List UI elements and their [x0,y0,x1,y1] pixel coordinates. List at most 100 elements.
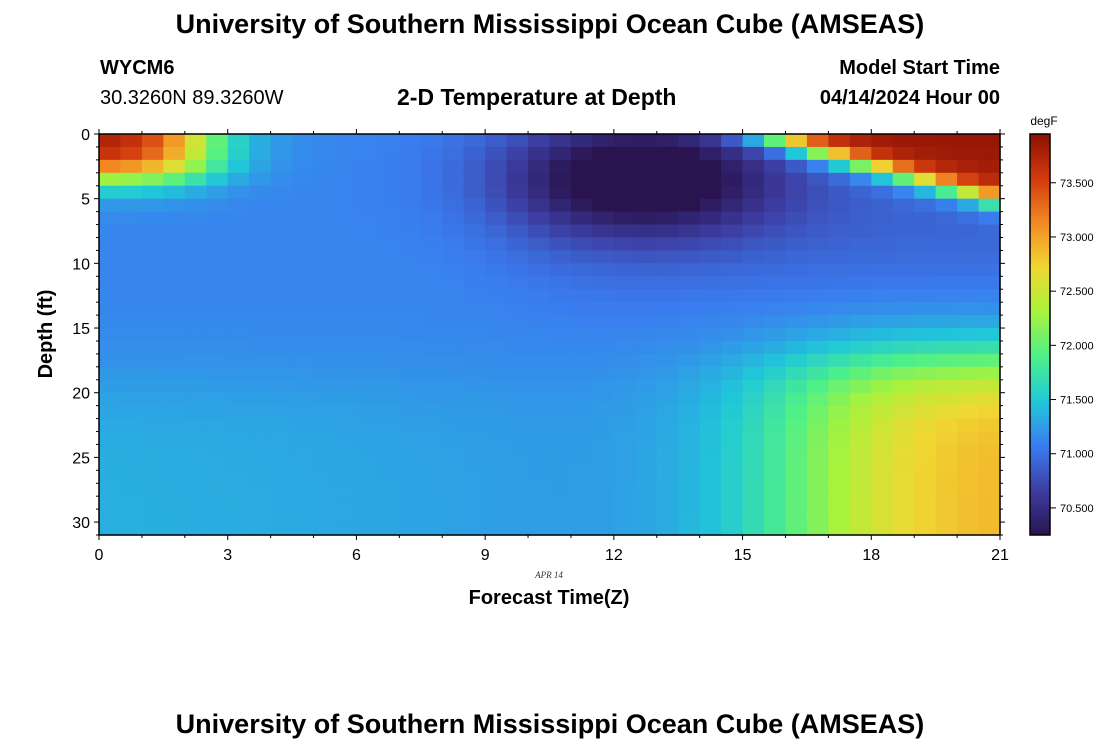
heatmap-cell [206,211,229,226]
heatmap-cell [914,496,937,510]
heatmap-cell [485,444,508,458]
heatmap-cell [506,315,529,329]
heatmap-cell [892,340,915,355]
heatmap-cell [570,134,594,148]
heatmap-cell [828,457,851,471]
heatmap-cell [506,198,529,213]
heatmap-cell [978,315,1001,329]
footer-title: University of Southern Mississippi Ocean… [175,709,925,739]
heatmap-cell [99,522,122,536]
heatmap-cell [184,146,207,161]
heatmap-cell [678,315,701,329]
heatmap-cell [764,405,787,420]
heatmap-cell [721,457,744,471]
heatmap-cell [442,379,465,394]
heatmap-cell [742,522,765,536]
heatmap-cell [120,379,143,394]
heatmap-cell [442,366,465,381]
heatmap-cell [184,340,207,355]
heatmap-cell [592,237,615,252]
heatmap-cell [420,276,443,290]
heatmap-cell [356,146,379,161]
heatmap-cell [978,353,1001,368]
heatmap-cell [742,146,765,161]
heatmap-cell [721,315,744,329]
heatmap-cell [377,315,400,329]
heatmap-cell [678,366,701,381]
heatmap-cell [270,392,293,407]
heatmap-cell [99,198,122,213]
heatmap-cell [785,496,808,510]
heatmap-cell [678,496,701,510]
heatmap-cell [506,185,529,200]
colorbar-tick-label: 73.000 [1060,232,1094,244]
heatmap-cell [978,444,1001,458]
heatmap-cell [635,470,658,484]
heatmap-cell [442,328,465,342]
heatmap-cell [206,392,229,407]
heatmap-cell [935,457,958,471]
heatmap-cell [742,302,765,316]
heatmap-cell [699,198,722,213]
heatmap-cell [184,522,207,536]
heatmap-cell [206,224,229,239]
heatmap-cell [313,353,336,368]
heatmap-cell [785,392,808,407]
heatmap-cell [656,457,679,471]
heatmap-cell [613,496,636,510]
heatmap-cell [506,172,529,187]
heatmap-cell [914,211,937,226]
heatmap-cell [549,431,572,446]
heatmap-cell [206,418,229,433]
heatmap-cell [485,237,508,252]
heatmap-cell [227,483,250,497]
heatmap-cell [163,431,186,446]
heatmap-cell [656,211,679,226]
heatmap-cell [849,405,872,420]
heatmap-cell [678,237,701,252]
heatmap-cell [528,198,551,213]
heatmap-cell [99,431,122,446]
heatmap-cell [613,146,636,161]
x-tick-label: 21 [991,547,1009,564]
heatmap-cell [377,134,400,148]
heatmap-cell [935,172,958,187]
heatmap-cell [399,340,422,355]
heatmap-cell [313,302,336,316]
heatmap-cell [334,198,358,213]
heatmap-cell [377,496,400,510]
colorbar-unit: degF [1030,114,1057,128]
heatmap-cell [764,522,787,536]
heatmap-cell [206,263,229,277]
heatmap-cell [184,328,207,342]
heatmap-cell [313,134,336,148]
heatmap-cell [764,211,787,226]
heatmap-cell [978,211,1001,226]
heatmap-cell [249,211,272,226]
heatmap-cell [292,211,315,226]
heatmap-cell [635,302,658,316]
heatmap-cell [141,483,164,497]
heatmap-cell [656,159,679,174]
heatmap-cell [227,366,250,381]
heatmap-cell [549,302,572,316]
heatmap-cell [742,444,765,458]
heatmap-cell [721,340,744,355]
heatmap-cell [292,198,315,213]
heatmap-cell [678,211,701,226]
heatmap-cell [334,134,358,148]
heatmap-cell [871,392,894,407]
heatmap-cell [442,392,465,407]
heatmap-cell [420,366,443,381]
heatmap-cell [849,315,872,329]
heatmap-cell [99,353,122,368]
heatmap-cell [356,431,379,446]
heatmap-cell [613,431,636,446]
heatmap-cell [957,159,980,174]
heatmap-cell [957,379,980,394]
heatmap-cell [334,263,358,277]
heatmap-cell [313,172,336,187]
heatmap-cell [699,250,722,264]
heatmap-cell [678,418,701,433]
heatmap-cell [399,457,422,471]
